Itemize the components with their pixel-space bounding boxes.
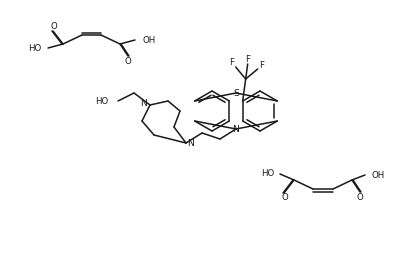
Text: O: O (51, 21, 57, 31)
Text: O: O (125, 56, 131, 66)
Text: OH: OH (142, 35, 155, 45)
Text: N: N (188, 139, 195, 147)
Text: F: F (259, 61, 264, 69)
Text: HO: HO (261, 169, 274, 178)
Text: O: O (282, 193, 288, 203)
Text: F: F (229, 57, 234, 67)
Text: OH: OH (372, 170, 385, 179)
Text: N: N (140, 98, 147, 107)
Text: HO: HO (28, 44, 41, 53)
Text: S: S (233, 89, 239, 97)
Text: F: F (245, 54, 250, 63)
Text: N: N (233, 125, 240, 133)
Text: HO: HO (95, 97, 108, 105)
Text: O: O (356, 192, 363, 202)
